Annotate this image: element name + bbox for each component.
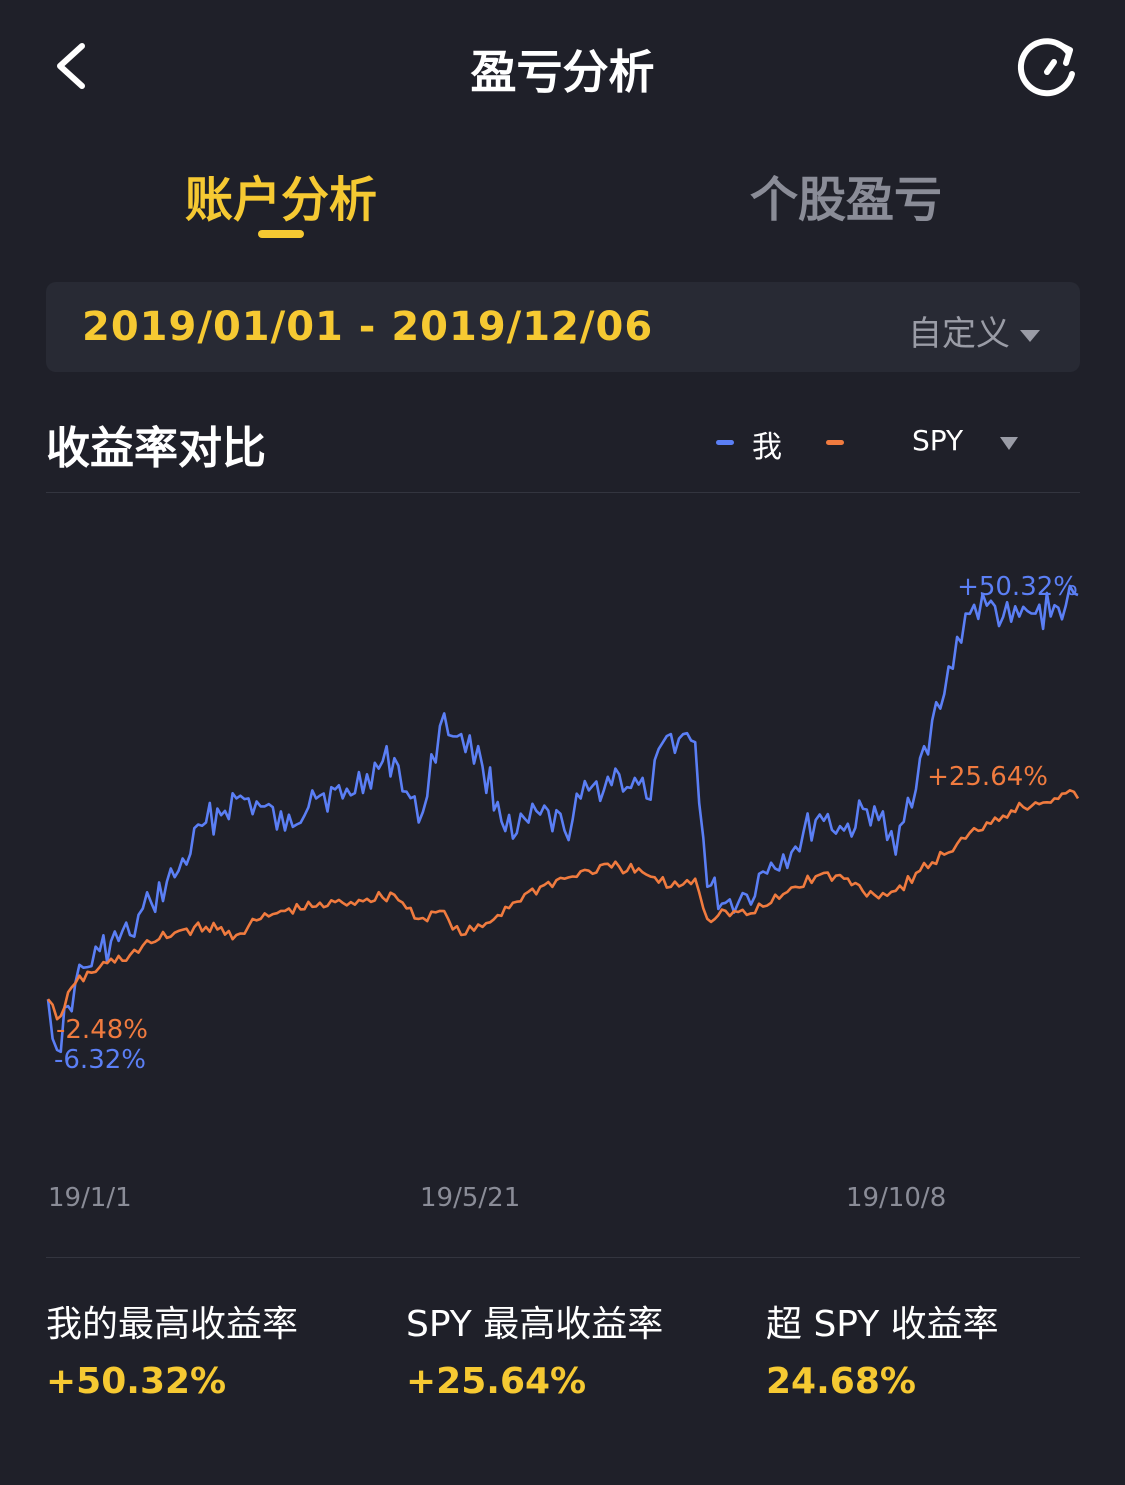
benchmark-dropdown-icon[interactable] xyxy=(1000,437,1018,450)
tab-account-analysis[interactable]: 账户分析 xyxy=(185,172,378,228)
stat-my-max-return: 我的最高收益率 +50.32% xyxy=(46,1295,298,1402)
label-me-max: +50.32% xyxy=(957,572,1078,602)
label-spy-max: +25.64% xyxy=(927,762,1048,792)
stat-value: +50.32% xyxy=(46,1361,227,1402)
label-spy-min: -2.48% xyxy=(56,1015,148,1045)
chart-x-ticks: 19/1/1 19/5/21 19/10/8 xyxy=(48,1183,946,1213)
legend-swatch-me xyxy=(716,440,734,445)
chevron-left-icon[interactable] xyxy=(42,34,106,98)
divider-bottom xyxy=(46,1257,1080,1258)
stat-value: 24.68% xyxy=(766,1361,916,1402)
tab-stock-pnl[interactable]: 个股盈亏 xyxy=(750,172,943,228)
custom-range-label: 自定义 xyxy=(908,314,1010,354)
date-range-selector[interactable]: 2019/01/01 - 2019/12/06 自定义 xyxy=(46,282,1080,372)
date-range-text: 2019/01/01 - 2019/12/06 xyxy=(82,304,654,350)
stat-excess-return: 超 SPY 收益率 24.68% xyxy=(766,1295,999,1402)
return-comparison-chart: +50.32% +25.64% -2.48%-6.32% 19/1/1 19/5/21… xyxy=(46,572,1080,1213)
stat-spy-max-return: SPY 最高收益率 +25.64% xyxy=(406,1295,663,1402)
stats-row: 我的最高收益率 +50.32% SPY 最高收益率 +25.64% 超 SPY … xyxy=(46,1295,1080,1415)
divider-top xyxy=(46,492,1080,493)
refresh-icon[interactable] xyxy=(1012,34,1082,104)
tab-bar: 账户分析 个股盈亏 xyxy=(0,150,1125,250)
nav-bar: 盈亏分析 xyxy=(0,0,1125,130)
legend-label-me: 我 xyxy=(752,430,782,465)
chart-labels: +50.32% +25.64% -2.48%-6.32% xyxy=(54,572,1078,1075)
page-title: 盈亏分析 xyxy=(470,45,655,99)
legend-swatch-spy xyxy=(826,440,844,445)
custom-range-dropdown[interactable]: 自定义 xyxy=(908,306,1040,355)
stat-label: SPY 最高收益率 xyxy=(406,1304,664,1345)
stat-label: 超 SPY 收益率 xyxy=(766,1304,999,1345)
series-line-spy xyxy=(47,788,1080,1021)
x-tick-label: 19/10/8 xyxy=(846,1183,946,1213)
chart-lines xyxy=(46,584,1080,1054)
stat-label: 我的最高收益率 xyxy=(46,1304,299,1345)
x-tick-label: 19/5/21 xyxy=(420,1183,520,1213)
caret-down-icon xyxy=(1020,329,1040,342)
stat-value: +25.64% xyxy=(406,1361,587,1402)
x-tick-label: 19/1/1 xyxy=(48,1183,132,1213)
active-tab-indicator xyxy=(258,230,304,238)
series-line-me xyxy=(46,584,1079,1054)
legend-label-spy[interactable]: SPY xyxy=(912,424,964,457)
label-me-min: -6.32% xyxy=(54,1045,146,1075)
section-title: 收益率对比 xyxy=(46,423,266,474)
